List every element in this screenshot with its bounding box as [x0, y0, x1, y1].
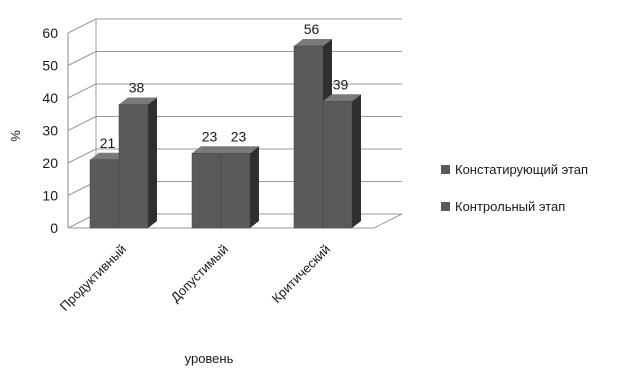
data-label: 56: [304, 21, 320, 37]
x-axis-categories: Продуктивный Допустимый Критический: [57, 242, 333, 314]
y-tick-label: 0: [50, 220, 58, 236]
data-label: 39: [333, 76, 349, 92]
gridline-side: [67, 148, 97, 164]
legend-label-series-2: Контрольный этап: [455, 198, 566, 214]
bar-top-face: [192, 146, 230, 154]
bar: [118, 97, 157, 229]
bar-front-face: [293, 45, 324, 229]
gridline-side: [67, 83, 97, 99]
bar-top-face: [119, 97, 157, 105]
legend: Констатирующий этап Контрольный этап: [441, 160, 588, 234]
y-tick-label: 50: [42, 58, 58, 74]
x-category-label: Допустимый: [168, 242, 232, 306]
bar-front-face: [220, 153, 251, 229]
gridline-side: [67, 116, 97, 131]
x-category-label: Критический: [269, 242, 333, 306]
legend-item-series-1: Констатирующий этап: [441, 160, 588, 178]
x-category-label: Продуктивный: [57, 242, 129, 314]
bar-side-face: [250, 146, 259, 228]
y-tick-label: 20: [42, 155, 58, 171]
bar-side-face: [352, 94, 361, 228]
bar: [322, 94, 361, 229]
y-tick-label: 10: [42, 188, 58, 204]
data-label: 38: [129, 80, 145, 96]
y-axis-title: %: [8, 130, 23, 142]
y-tick-label: 40: [42, 90, 58, 106]
bar-front-face: [191, 153, 222, 229]
floor-right-edge: [373, 213, 403, 229]
bar-top-face: [323, 94, 361, 102]
data-label: 23: [231, 128, 247, 144]
bar-side-face: [148, 97, 157, 228]
y-tick-label: 60: [42, 25, 58, 41]
bar-front-face: [118, 104, 149, 229]
legend-item-series-2: Контрольный этап: [441, 197, 588, 215]
bar: [220, 146, 259, 229]
legend-swatch-series-1: [441, 164, 450, 174]
gridline-side: [67, 51, 97, 66]
bar-top-face: [90, 152, 128, 160]
data-label: 21: [100, 135, 116, 151]
legend-swatch-series-2: [441, 201, 450, 211]
bar-top-face: [221, 146, 259, 154]
bar-front-face: [322, 101, 353, 229]
bar-front-face: [89, 159, 120, 229]
bars: [89, 39, 361, 229]
legend-label-series-1: Констатирующий этап: [455, 161, 589, 177]
data-labels: 21 38 23 23 56 39: [100, 21, 349, 151]
data-label: 23: [202, 128, 218, 144]
bar-top-face: [294, 39, 332, 46]
y-axis-ticks: 0 10 20 30 40 50 60: [42, 25, 58, 236]
gridline-side: [67, 18, 97, 34]
y-tick-label: 30: [42, 123, 58, 139]
x-axis-title: уровень: [185, 351, 234, 366]
